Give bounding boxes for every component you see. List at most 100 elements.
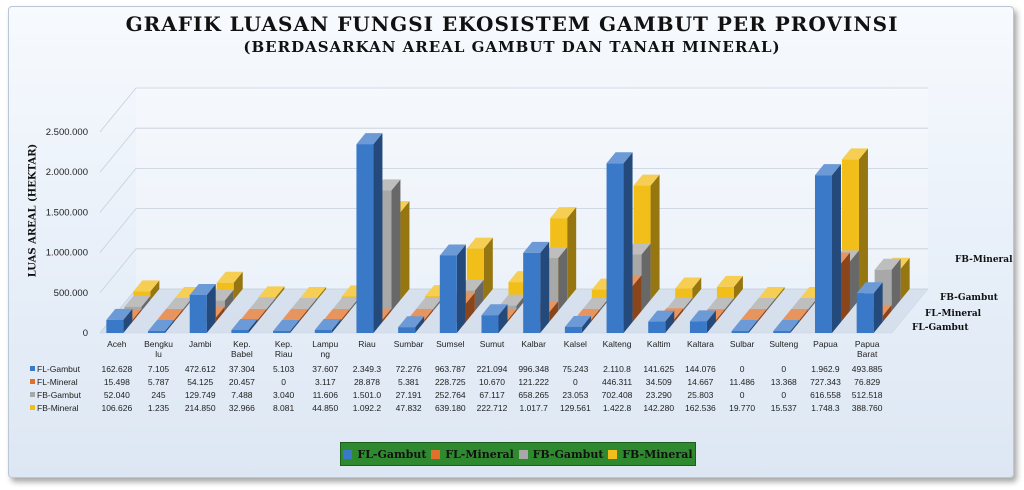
table-row-swatch xyxy=(30,392,35,397)
bar-side xyxy=(900,257,910,300)
bar-front xyxy=(716,286,734,300)
table-cell: 5.381 xyxy=(398,377,420,387)
table-cell: 7.105 xyxy=(148,364,170,374)
bar-fb-mineral-0 xyxy=(133,280,160,300)
bar-side xyxy=(257,309,267,322)
x-category-label: Kalbar xyxy=(521,339,546,349)
bar-top xyxy=(749,298,776,309)
bar-fl-gambut-15 xyxy=(731,320,758,333)
table-row-swatch xyxy=(30,379,35,384)
x-category-label: Lampu xyxy=(312,339,338,349)
gridline xyxy=(99,167,928,213)
bar-side xyxy=(766,298,776,311)
bar-side xyxy=(799,309,809,322)
bar-top xyxy=(249,298,276,309)
bar-front xyxy=(273,331,291,333)
table-row-name: FL-Mineral xyxy=(37,377,78,387)
bar-side xyxy=(299,309,309,322)
table-cell: 13.368 xyxy=(771,377,797,387)
bar-side xyxy=(882,304,892,322)
table-cell: 142.280 xyxy=(643,403,674,413)
bar-front xyxy=(106,319,124,333)
legend-swatch-fb-gambut xyxy=(518,449,528,459)
table-cell: 144.076 xyxy=(685,364,716,374)
table-row-name: FL-Gambut xyxy=(37,364,81,374)
bar-top xyxy=(856,282,883,294)
bar-top xyxy=(416,297,443,309)
table-row-swatch xyxy=(30,366,35,371)
bar-fl-gambut-1 xyxy=(148,320,175,333)
table-cell: 512.518 xyxy=(852,390,883,400)
bar-side xyxy=(706,310,716,333)
bar-top xyxy=(841,148,868,160)
bar-front xyxy=(731,331,749,333)
bar-side xyxy=(275,286,285,300)
bar-front xyxy=(564,326,582,333)
x-category-label: Kalteng xyxy=(603,339,632,349)
bar-side xyxy=(715,309,725,322)
table-cell: 14.667 xyxy=(687,377,713,387)
legend-item-fb-mineral: FB-Mineral xyxy=(608,448,693,461)
table-cell: 11.486 xyxy=(729,377,755,387)
x-category-label: Papua xyxy=(855,339,880,349)
table-cell: 252.764 xyxy=(435,390,466,400)
bar-fl-gambut-16 xyxy=(773,320,800,333)
table-cell: 963.787 xyxy=(435,364,466,374)
bar-side xyxy=(141,295,151,311)
bar-top xyxy=(216,271,243,283)
table-cell: 0 xyxy=(740,390,745,400)
table-cell: 2.349.3 xyxy=(353,364,382,374)
table-cell: 129.561 xyxy=(560,403,591,413)
bar-front xyxy=(398,327,416,333)
bar-side xyxy=(391,179,401,311)
bar-top xyxy=(398,316,425,328)
bar-side xyxy=(641,243,651,311)
table-cell: 1.962.9 xyxy=(811,364,840,374)
bar-top xyxy=(740,309,767,320)
bar-side xyxy=(174,309,184,322)
bar-top xyxy=(523,241,550,253)
table-cell: 32.966 xyxy=(229,403,255,413)
bar-side xyxy=(692,277,702,300)
bar-front xyxy=(133,291,151,300)
x-category-label: Papua xyxy=(813,339,838,349)
bar-top xyxy=(606,152,633,164)
table-cell: 1.092.2 xyxy=(353,403,382,413)
bar-side xyxy=(498,304,508,333)
legend-swatch-fb-mineral xyxy=(608,449,618,459)
bar-front xyxy=(124,306,142,311)
bar-top xyxy=(758,287,785,298)
chart-subtitle: (BERDASARKAN AREAL GAMBUT DAN TANAH MINE… xyxy=(243,38,781,56)
table-cell: 162.536 xyxy=(685,403,716,413)
legend-swatch-fl-mineral xyxy=(431,449,441,459)
table-cell: 121.222 xyxy=(518,377,549,387)
bar-fb-mineral-14 xyxy=(716,275,743,300)
bar-fl-gambut-14 xyxy=(689,310,716,333)
bar-side xyxy=(540,241,550,333)
bar-side xyxy=(790,320,800,333)
bar-top xyxy=(675,277,702,289)
x-category-label: Sumsel xyxy=(436,339,464,349)
bar-top xyxy=(689,310,716,322)
table-cell: 446.311 xyxy=(602,377,632,387)
table-cell: 0 xyxy=(573,377,578,387)
table-cell: 15.537 xyxy=(771,403,797,413)
gridline xyxy=(99,248,928,294)
bar-fl-gambut-6 xyxy=(356,133,383,333)
bar-top xyxy=(499,294,526,306)
legend-item-fb-gambut: FB-Gambut xyxy=(518,448,603,461)
y-tick-label: 2.000.000 xyxy=(46,167,88,178)
bar-fl-gambut-5 xyxy=(314,318,341,333)
table-row-swatch xyxy=(30,405,35,410)
bar-side xyxy=(132,309,142,322)
bar-side xyxy=(632,275,642,322)
bar-side xyxy=(891,258,901,311)
y-tick-label: 1.500.000 xyxy=(46,207,88,218)
table-cell: 162.628 xyxy=(101,364,132,374)
table-row-name: FB-Mineral xyxy=(37,403,79,413)
bar-side xyxy=(400,201,410,300)
bar-side xyxy=(581,315,591,333)
bar-top xyxy=(273,320,300,331)
table-cell: 23.290 xyxy=(646,390,672,400)
table-cell: 228.725 xyxy=(435,377,466,387)
